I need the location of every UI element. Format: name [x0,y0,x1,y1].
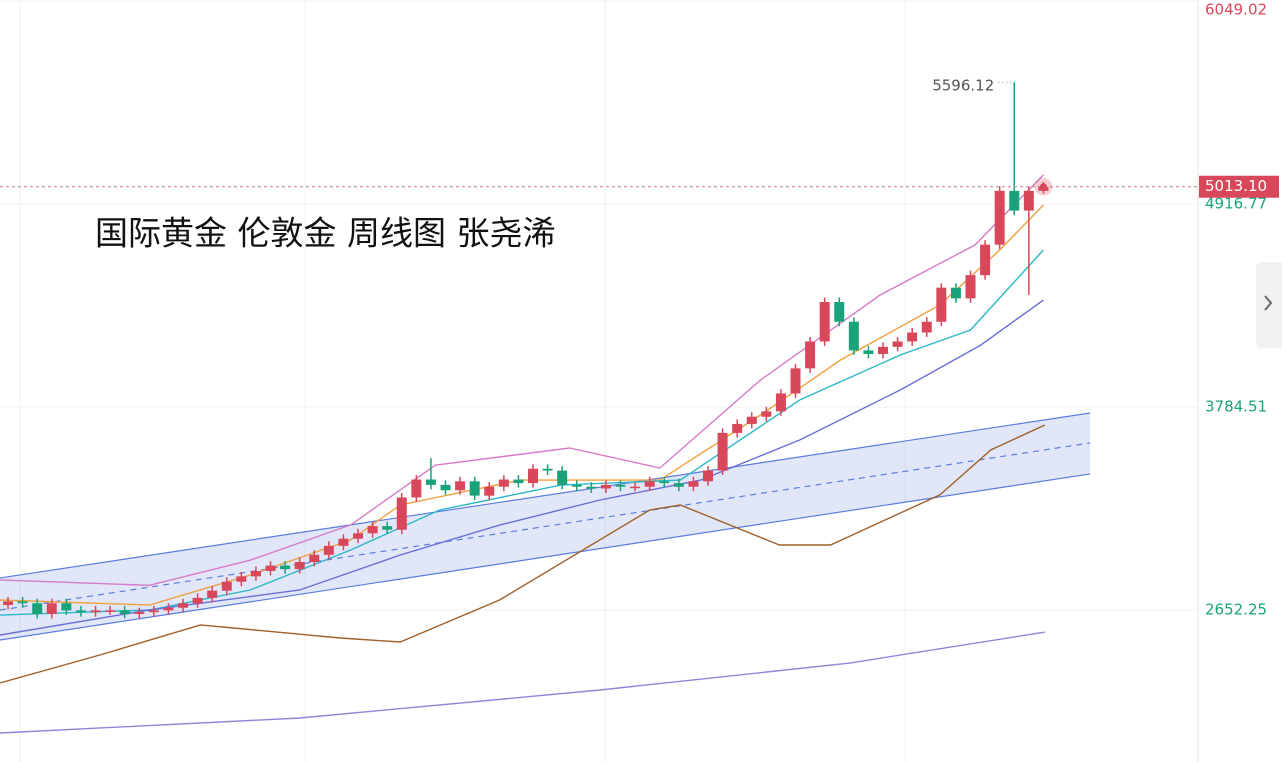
candle-body [207,590,218,598]
candle-body [542,468,553,471]
ma-line [0,299,1044,636]
candle-body [819,302,830,342]
candle-body [221,581,232,591]
plot: 2652.25 3784.51 4916.77 6049.02 5596.12 [0,0,1267,734]
candle-body [921,321,932,333]
candle-body [805,341,816,369]
candle-body [834,302,845,322]
ma-line [0,204,1044,606]
last-price-dot [1039,183,1047,191]
candle-body [775,393,786,412]
y-tick-label: 2652.25 [1205,600,1267,618]
candle-body [615,484,626,487]
candle-body [761,411,772,417]
candle-body [455,481,466,491]
candle-body [892,341,903,347]
grid [19,0,906,762]
last-price-label: 5013.10 [1205,177,1267,195]
candle-body [673,483,684,487]
candle-body [790,368,801,394]
candle-body [717,432,728,471]
candle-body [163,607,174,611]
candle-body [703,470,714,482]
candle-body [280,565,291,570]
ma-line [0,424,1046,684]
candle-body [353,533,364,539]
candle-body [411,479,422,498]
candle-body [557,470,568,485]
candle-body [338,538,349,546]
channel-upper [0,412,1091,579]
candle-body [980,244,991,276]
candle-body [644,481,655,487]
candle-body [32,603,43,614]
candle-body [571,484,582,487]
candle-body [994,190,1005,245]
candle-body [105,610,116,612]
candle-body [659,481,670,484]
y-tick-label: 6049.02 [1205,1,1267,19]
candle-body [265,565,276,571]
candle-body [600,484,611,489]
candle-body [1023,190,1034,211]
candle-body [323,545,334,555]
candle-body [732,423,743,433]
candle-body [46,603,57,614]
candle-body [17,601,28,604]
candle-body [950,287,961,299]
candle-body [848,321,859,351]
candle-body [61,603,72,611]
candle-body [396,497,407,530]
candle-body [863,350,874,355]
candle-body [309,554,320,562]
channel-lower [0,473,1091,641]
candle-body [440,484,451,491]
candle-body [746,416,757,424]
ma-line [0,174,1044,587]
candle-body [119,610,130,614]
y-tick-label: 4916.77 [1205,194,1267,212]
candle-body [3,601,14,606]
candle-body [936,287,947,322]
candle-body [250,570,261,577]
candle-body [484,486,495,496]
candle-body [965,275,976,299]
last-price-tag [1199,175,1279,198]
candle-body [878,346,889,355]
candle-body [134,612,145,614]
candle-body [513,479,524,484]
candle-body [630,486,641,489]
candle-body [90,610,101,613]
candle-body [382,526,393,530]
candle-body [528,468,539,484]
candle-body [367,526,378,534]
candle-body [586,486,597,489]
ma-line [0,631,1046,734]
expand-button[interactable] [1256,262,1282,348]
candle-body [178,603,189,608]
candle-body [688,481,699,487]
channel-mid [0,442,1091,611]
expand-icon[interactable] [1264,295,1273,311]
high-label: 5596.12 [932,77,994,95]
candle-body [425,479,436,485]
candle-body [75,610,86,613]
candle-body [236,576,247,582]
candle-body [498,479,509,487]
candle-body [1009,190,1020,211]
y-tick-label: 3784.51 [1205,397,1267,415]
candle-body [148,610,159,613]
chart-title: 国际黄金 伦敦金 周线图 张尧浠 [95,214,555,253]
candle-body [294,561,305,570]
candle-body [192,597,203,604]
candle-body [469,481,480,496]
candle-body [907,332,918,342]
